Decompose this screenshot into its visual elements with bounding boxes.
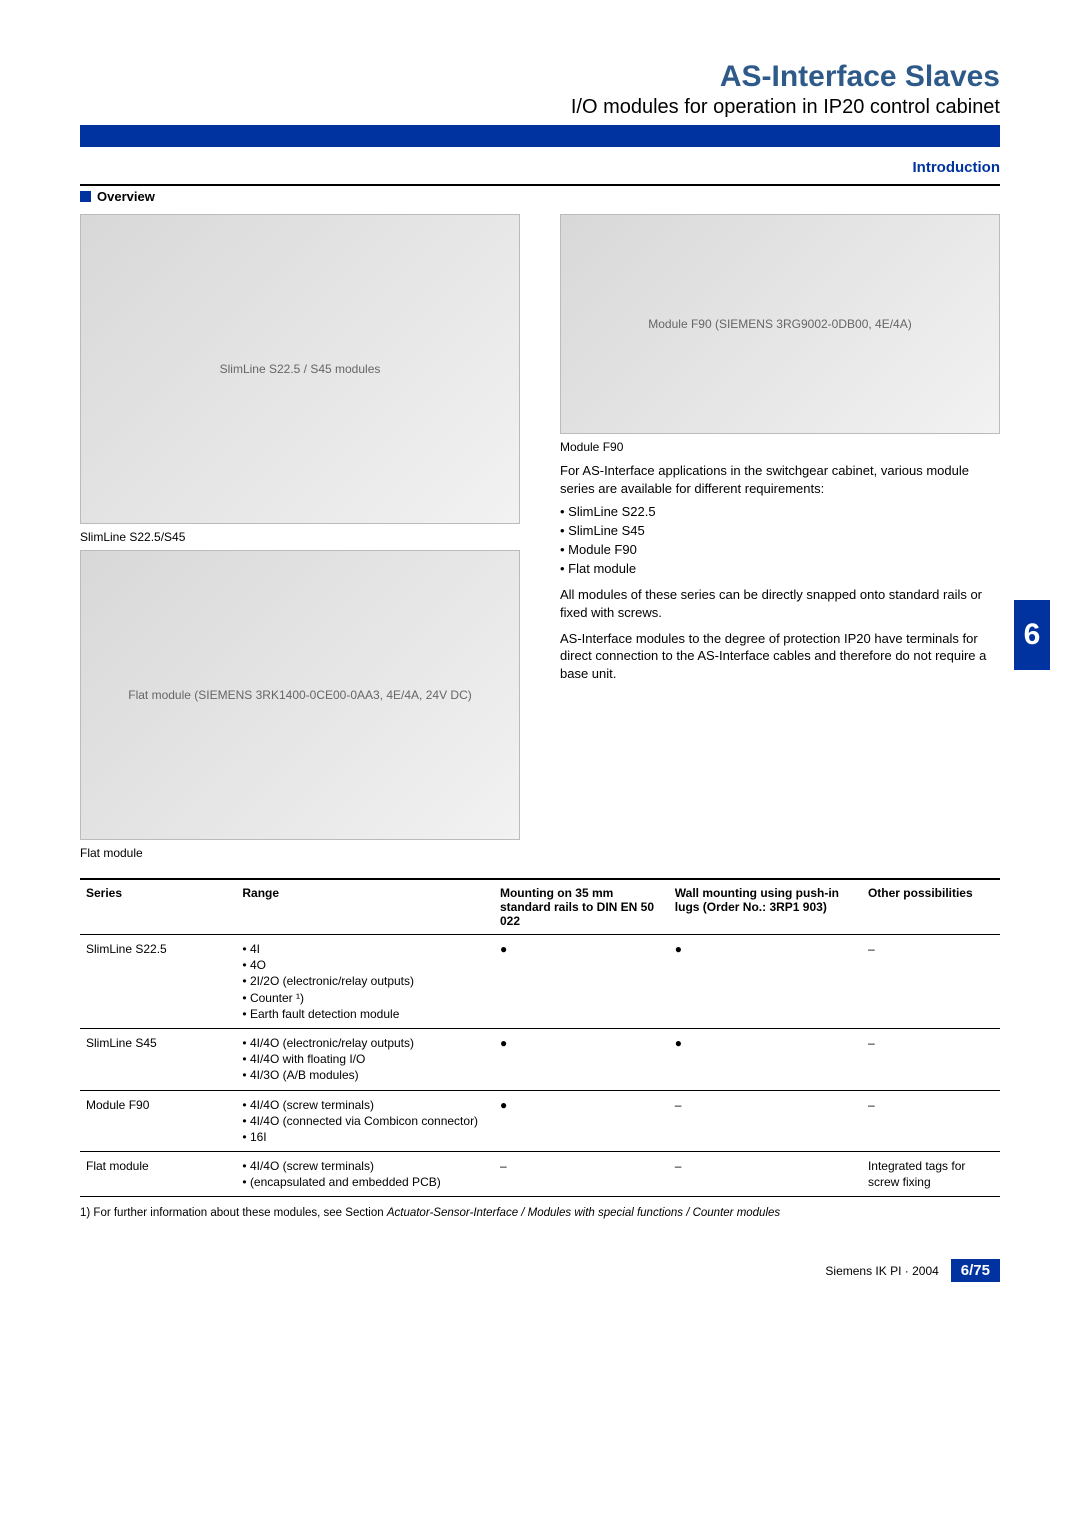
page-title: AS-Interface Slaves <box>80 60 1000 94</box>
list-item: SlimLine S45 <box>560 522 1000 541</box>
cell-wall: ● <box>669 1028 862 1090</box>
table-row: Flat module4I/4O (screw terminals)(encap… <box>80 1152 1000 1197</box>
cell-range: 4I/4O (electronic/relay outputs)4I/4O wi… <box>236 1028 494 1090</box>
introduction-label: Introduction <box>80 159 1000 176</box>
caption-flat-module: Flat module <box>80 846 520 860</box>
image-flat-module-alt: Flat module (SIEMENS 3RK1400-0CE00-0AA3,… <box>128 688 472 702</box>
cell-series: SlimLine S45 <box>80 1028 236 1090</box>
cell-series: Module F90 <box>80 1090 236 1152</box>
overview-heading-row: Overview <box>80 184 1000 204</box>
list-item: Module F90 <box>560 541 1000 560</box>
table-header-cell: Other possibilities <box>862 879 1000 935</box>
header-blue-bar <box>80 125 1000 147</box>
footnote-text: 1) For further information about these m… <box>80 1207 780 1219</box>
table-header-cell: Range <box>236 879 494 935</box>
cell-series: Flat module <box>80 1152 236 1197</box>
table-row: Module F904I/4O (screw terminals)4I/4O (… <box>80 1090 1000 1152</box>
cell-other: – <box>862 935 1000 1029</box>
cell-other: – <box>862 1090 1000 1152</box>
cell-other: – <box>862 1028 1000 1090</box>
content-two-columns: SlimLine S22.5 / S45 modules SlimLine S2… <box>80 214 1000 860</box>
page-header: AS-Interface Slaves I/O modules for oper… <box>80 60 1000 147</box>
right-column: Module F90 (SIEMENS 3RG9002-0DB00, 4E/4A… <box>560 214 1000 860</box>
cell-range: 4I/4O (screw terminals)(encapsulated and… <box>236 1152 494 1197</box>
table-header-cell: Series <box>80 879 236 935</box>
cell-range: 4I/4O (screw terminals)4I/4O (connected … <box>236 1090 494 1152</box>
table-header-cell: Wall mounting using push-in lugs (Order … <box>669 879 862 935</box>
page-subtitle: I/O modules for operation in IP20 contro… <box>80 96 1000 119</box>
cell-mount35: – <box>494 1152 669 1197</box>
caption-slimline: SlimLine S22.5/S45 <box>80 530 520 544</box>
chapter-side-tab: 6 <box>1014 600 1050 670</box>
cell-mount35: ● <box>494 1090 669 1152</box>
spec-table: SeriesRangeMounting on 35 mm standard ra… <box>80 878 1000 1197</box>
cell-wall: ● <box>669 935 862 1029</box>
cell-other: Integrated tags for screw fixing <box>862 1152 1000 1197</box>
list-item: Flat module <box>560 560 1000 579</box>
caption-module-f90: Module F90 <box>560 440 1000 454</box>
overview-label: Overview <box>97 189 155 204</box>
list-item: SlimLine S22.5 <box>560 503 1000 522</box>
footer-text: Siemens IK PI · 2004 <box>825 1264 938 1278</box>
image-slimline-alt: SlimLine S22.5 / S45 modules <box>220 362 381 376</box>
page-footer: Siemens IK PI · 2004 6/75 <box>80 1259 1000 1282</box>
left-column: SlimLine S22.5 / S45 modules SlimLine S2… <box>80 214 520 860</box>
cell-range: 4I4O2I/2O (electronic/relay outputs)Coun… <box>236 935 494 1029</box>
table-footnote: 1) For further information about these m… <box>80 1207 1000 1219</box>
image-flat-module: Flat module (SIEMENS 3RK1400-0CE00-0AA3,… <box>80 550 520 840</box>
cell-series: SlimLine S22.5 <box>80 935 236 1029</box>
overview-square-icon <box>80 191 91 202</box>
table-row: SlimLine S22.54I4O2I/2O (electronic/rela… <box>80 935 1000 1029</box>
table-row: SlimLine S454I/4O (electronic/relay outp… <box>80 1028 1000 1090</box>
image-module-f90-alt: Module F90 (SIEMENS 3RG9002-0DB00, 4E/4A… <box>648 317 911 331</box>
cell-mount35: ● <box>494 1028 669 1090</box>
cell-wall: – <box>669 1090 862 1152</box>
page-number-badge: 6/75 <box>951 1259 1000 1282</box>
table-head-row: SeriesRangeMounting on 35 mm standard ra… <box>80 879 1000 935</box>
image-slimline: SlimLine S22.5 / S45 modules <box>80 214 520 524</box>
table-header-cell: Mounting on 35 mm standard rails to DIN … <box>494 879 669 935</box>
module-series-list: SlimLine S22.5SlimLine S45Module F90Flat… <box>560 503 1000 578</box>
intro-paragraph-1: For AS-Interface applications in the swi… <box>560 462 1000 497</box>
image-module-f90: Module F90 (SIEMENS 3RG9002-0DB00, 4E/4A… <box>560 214 1000 434</box>
cell-wall: – <box>669 1152 862 1197</box>
cell-mount35: ● <box>494 935 669 1029</box>
intro-paragraph-2: All modules of these series can be direc… <box>560 586 1000 621</box>
intro-paragraph-3: AS-Interface modules to the degree of pr… <box>560 630 1000 683</box>
